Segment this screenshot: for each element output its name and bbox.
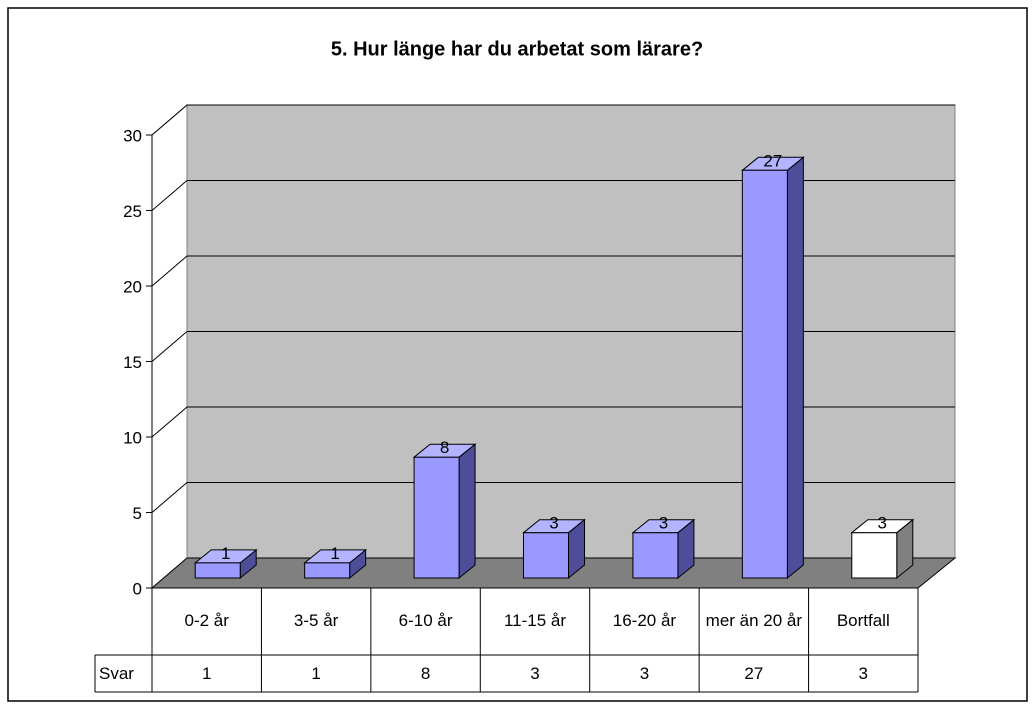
- y-tick-label: 30: [123, 126, 142, 145]
- bar: [303, 548, 368, 580]
- legend-entry: Svar: [99, 664, 134, 683]
- grid-line: [151, 406, 188, 438]
- y-tick-label: 5: [133, 504, 142, 523]
- grid-line: [151, 180, 188, 211]
- x-tick-label: 6-10 år: [399, 611, 453, 630]
- bar: [631, 518, 696, 580]
- bar-front: [194, 562, 241, 579]
- bar: [412, 443, 477, 580]
- bar-front: [632, 532, 679, 579]
- table-value: 27: [744, 664, 763, 683]
- bar-front: [413, 456, 460, 579]
- bar-front: [741, 169, 788, 579]
- table-value: 8: [421, 664, 430, 683]
- table-value: 3: [859, 664, 868, 683]
- y-tick-label: 10: [123, 428, 142, 447]
- data-label: 1: [330, 544, 339, 563]
- data-label: 27: [763, 151, 782, 170]
- x-tick-label: 16-20 år: [613, 611, 677, 630]
- bar-side: [786, 156, 804, 580]
- grid-line: [151, 331, 188, 362]
- table-value: 1: [311, 664, 320, 683]
- data-label: 8: [440, 438, 449, 457]
- table-value: 1: [202, 664, 211, 683]
- data-label: 3: [878, 514, 887, 533]
- grid-line: [151, 482, 188, 513]
- x-tick-label: Bortfall: [837, 611, 890, 630]
- chart-title: 5. Hur länge har du arbetat som lärare?: [331, 38, 703, 60]
- grid-line: [151, 104, 188, 136]
- bar-front: [523, 532, 569, 579]
- grid-line: [151, 255, 188, 287]
- bar: [740, 156, 805, 580]
- x-tick-label: mer än 20 år: [706, 611, 803, 630]
- bar: [850, 518, 915, 580]
- y-tick-label: 0: [133, 579, 142, 598]
- x-tick-label: 0-2 år: [185, 611, 230, 630]
- y-tick-label: 20: [123, 277, 142, 296]
- data-label: 1: [221, 544, 230, 563]
- bar: [193, 548, 258, 580]
- table-value: 3: [640, 664, 649, 683]
- table-value: 3: [530, 664, 539, 683]
- bar-front: [851, 532, 898, 579]
- y-tick-label: 15: [123, 353, 142, 372]
- bar-front: [304, 562, 351, 579]
- x-tick-label: 11-15 år: [504, 611, 566, 630]
- y-tick-label: 25: [123, 202, 142, 221]
- bar-side: [458, 443, 476, 580]
- data-label: 3: [659, 514, 668, 533]
- data-label: 3: [549, 514, 558, 533]
- bar: [522, 518, 586, 580]
- x-tick-label: 3-5 år: [294, 611, 339, 630]
